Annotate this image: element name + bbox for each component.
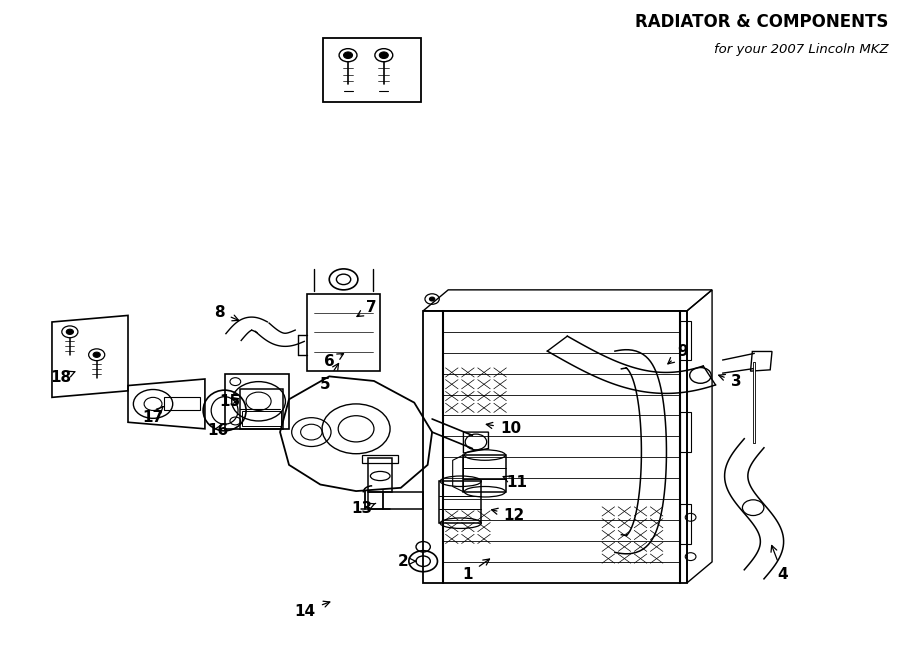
Bar <box>680 412 690 451</box>
Text: 12: 12 <box>491 508 525 523</box>
Text: 15: 15 <box>220 394 240 408</box>
Bar <box>323 38 421 102</box>
Bar <box>241 411 281 426</box>
Circle shape <box>429 297 435 301</box>
Text: 6: 6 <box>324 354 344 369</box>
Text: 16: 16 <box>207 422 228 438</box>
Text: 10: 10 <box>486 421 521 436</box>
Text: for your 2007 Lincoln MKZ: for your 2007 Lincoln MKZ <box>714 44 888 56</box>
Text: 5: 5 <box>320 364 338 392</box>
Text: 17: 17 <box>142 407 164 424</box>
Text: 13: 13 <box>352 501 375 516</box>
Bar <box>680 504 690 543</box>
Circle shape <box>67 329 74 334</box>
Text: 18: 18 <box>50 370 75 385</box>
Text: 3: 3 <box>719 374 742 389</box>
Bar <box>680 321 690 360</box>
Text: 2: 2 <box>398 554 416 568</box>
Circle shape <box>379 52 388 58</box>
Text: RADIATOR & COMPONENTS: RADIATOR & COMPONENTS <box>634 13 888 30</box>
Text: 4: 4 <box>771 545 788 582</box>
Circle shape <box>344 52 353 58</box>
Text: 1: 1 <box>463 559 490 582</box>
Text: 7: 7 <box>357 300 376 317</box>
Circle shape <box>93 352 100 358</box>
Text: 11: 11 <box>503 475 527 490</box>
Bar <box>239 389 283 429</box>
Text: 9: 9 <box>668 344 688 364</box>
Bar <box>164 397 200 410</box>
Text: 14: 14 <box>294 602 329 619</box>
Text: 8: 8 <box>214 305 238 321</box>
